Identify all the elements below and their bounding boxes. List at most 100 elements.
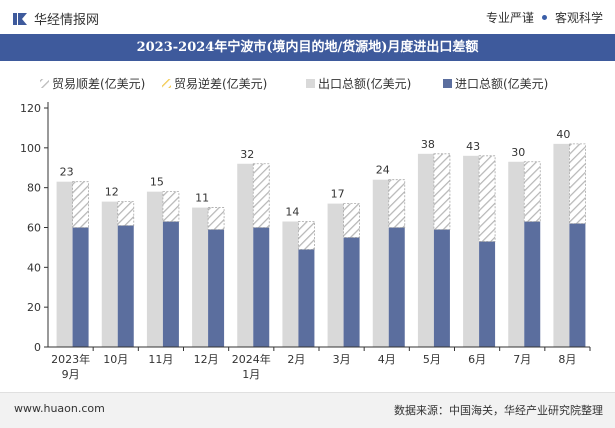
import-bar: [569, 223, 586, 347]
x-tick-label: 2023年: [51, 352, 90, 366]
footer: www.huaon.com 数据来源：中国海关，华经产业研究院整理: [0, 392, 615, 428]
legend: 贸易顺差(亿美元) 贸易逆差(亿美元) 出口总额(亿美元) 进口总额(亿美元): [40, 76, 548, 91]
surplus-value-label: 30: [511, 146, 525, 159]
surplus-value-label: 38: [421, 138, 435, 151]
import-bar: [343, 237, 360, 347]
export-bar: [417, 153, 434, 347]
y-axis: 0 20 40 60 80 100 120: [20, 102, 49, 354]
x-tick-label: 5月: [423, 353, 441, 366]
import-bar: [208, 229, 225, 347]
surplus-value-label: 15: [150, 176, 164, 189]
export-bar: [463, 155, 480, 347]
chart-title: 2023-2024年宁波市(境内目的地/货源地)月度进出口差额: [0, 34, 615, 61]
slogan: 专业严谨 客观科学: [486, 9, 603, 26]
footer-source: 数据来源：中国海关，华经产业研究院整理: [394, 404, 603, 417]
surplus-bar: [523, 161, 541, 222]
legend-deficit-swatch: [162, 79, 171, 88]
x-tick-label: 10月: [103, 353, 128, 366]
y-tick-label: 80: [27, 182, 41, 195]
y-tick-label: 40: [27, 261, 41, 274]
x-tick-label: 4月: [378, 353, 396, 366]
x-tick-label: 2024年: [232, 352, 271, 366]
legend-export-swatch: [306, 79, 315, 88]
import-bar: [388, 227, 405, 347]
y-tick-label: 20: [27, 301, 41, 314]
surplus-bar: [343, 203, 360, 238]
surplus-bar: [433, 153, 451, 230]
surplus-value-label: 32: [240, 148, 254, 161]
legend-surplus-label: 贸易顺差(亿美元): [52, 76, 145, 91]
legend-import-label: 进口总额(亿美元): [455, 76, 548, 91]
brand: 华经情报网: [12, 9, 99, 28]
x-tick-label: 11月: [148, 353, 173, 366]
category-group: 14: [282, 206, 315, 347]
category-group: 32: [237, 148, 270, 347]
x-tick-label: 2月: [287, 353, 305, 366]
export-bar: [372, 179, 389, 347]
x-tick-label: 6月: [468, 353, 486, 366]
import-bar: [253, 227, 270, 347]
x-tick-label: 1月: [242, 368, 260, 381]
category-group: 23: [56, 166, 89, 347]
category-group: 43: [463, 140, 496, 347]
export-bar: [101, 201, 118, 347]
x-tick-label: 8月: [558, 353, 576, 366]
legend-deficit-item: 贸易逆差(亿美元): [162, 76, 267, 91]
y-tick-label: 100: [20, 142, 41, 155]
category-group: 17: [327, 188, 360, 347]
import-bar: [298, 249, 315, 347]
surplus-bar: [298, 221, 315, 250]
export-bar: [327, 203, 344, 347]
x-tick-label: 9月: [62, 368, 80, 381]
export-bar: [508, 161, 525, 347]
x-tick-label: 3月: [333, 353, 351, 366]
category-group: 38: [417, 138, 451, 347]
legend-deficit-label: 贸易逆差(亿美元): [174, 76, 267, 91]
slogan-left: 专业严谨: [485, 11, 534, 25]
import-bar: [72, 227, 89, 347]
export-bar: [146, 191, 163, 347]
surplus-bar: [72, 181, 89, 228]
export-bar: [553, 143, 570, 347]
surplus-value-label: 23: [60, 166, 74, 179]
slogan-dot-icon: [541, 15, 547, 20]
huajing-logo-icon: [13, 12, 27, 25]
export-bar: [282, 221, 299, 347]
category-group: 30: [508, 146, 541, 347]
surplus-bar: [252, 163, 270, 228]
category-group: 15: [146, 176, 180, 347]
footer-url: www.huaon.com: [14, 402, 105, 415]
legend-import-swatch: [443, 79, 452, 88]
import-bar: [162, 221, 179, 347]
x-tick-label: 12月: [194, 353, 219, 366]
surplus-bar: [569, 143, 586, 224]
category-group: 11: [192, 192, 225, 347]
bars: 23 12 15 11 32 14 17 24 38 43 30 40: [56, 128, 586, 347]
surplus-value-label: 43: [466, 140, 480, 153]
legend-surplus-item: 贸易顺差(亿美元): [40, 76, 145, 91]
category-group: 12: [101, 186, 135, 347]
surplus-bar: [162, 191, 180, 222]
export-bar: [56, 181, 73, 347]
brand-name: 华经情报网: [34, 13, 100, 28]
surplus-bar: [388, 179, 406, 228]
surplus-bar: [117, 201, 135, 226]
legend-export-label: 出口总额(亿美元): [318, 76, 411, 91]
y-tick-label: 60: [27, 222, 41, 235]
y-tick-label: 0: [34, 341, 41, 354]
import-bar: [524, 221, 541, 347]
legend-surplus-swatch: [40, 79, 49, 88]
legend-import-item: 进口总额(亿美元): [443, 76, 548, 91]
export-bar: [192, 207, 209, 347]
surplus-bar: [478, 155, 496, 242]
export-bar: [237, 163, 254, 347]
x-axis: 2023年 9月 10月 11月 12月 2024年 1月 2月 3月 4月 5月 6月 7月 8月: [48, 346, 591, 381]
bar-chart: 贸易顺差(亿美元) 贸易逆差(亿美元) 出口总额(亿美元) 进口总额(亿美元) 0 20…: [20, 76, 591, 381]
x-tick-label: 7月: [513, 353, 531, 366]
import-bar: [433, 229, 450, 347]
y-tick-label: 120: [20, 102, 41, 115]
surplus-value-label: 14: [285, 206, 299, 219]
surplus-value-label: 24: [376, 164, 390, 177]
surplus-value-label: 11: [195, 192, 209, 205]
